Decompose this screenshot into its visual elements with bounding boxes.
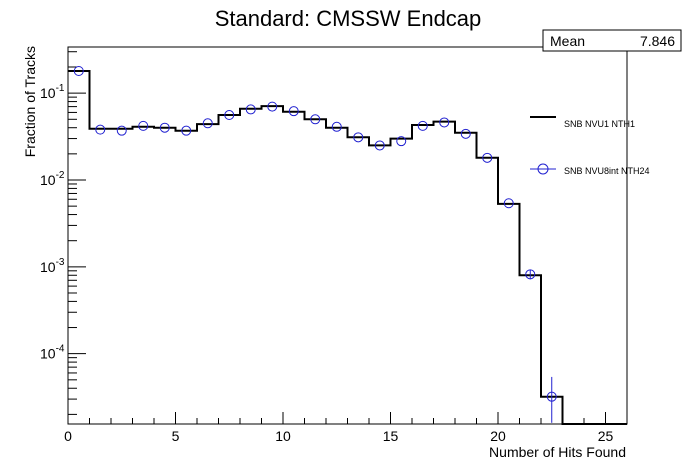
x-axis-ticks: 0 5 10 15 20 25 (64, 412, 628, 444)
y-tick-label: 10-2 (40, 170, 65, 188)
data-point-marker (546, 391, 557, 402)
data-point-marker (138, 120, 149, 131)
data-point-marker (95, 124, 106, 135)
data-point-marker (417, 120, 428, 131)
x-tick-label: 10 (275, 428, 291, 444)
y-axis-ticks: 10-1 10-2 10-3 10-4 (40, 51, 86, 415)
plot-area-border (67, 46, 628, 425)
y-tick-label: 10-4 (40, 344, 65, 362)
legend-marker-swatch (537, 163, 549, 175)
x-tick-label: 0 (64, 428, 72, 444)
data-point-marker (503, 198, 514, 209)
data-point-marker (73, 65, 84, 76)
data-point-marker (181, 125, 192, 136)
data-point-marker (460, 128, 471, 139)
data-point-marker (202, 118, 213, 129)
data-point-marker (525, 269, 536, 280)
x-tick-label: 25 (598, 428, 614, 444)
x-tick-label: 15 (383, 428, 399, 444)
legend-label-series-1: SNB NVU1 NTH1 (564, 119, 635, 129)
data-point-marker (482, 152, 493, 163)
data-point-marker (224, 110, 235, 121)
data-point-marker (374, 140, 385, 151)
y-axis-label: Fraction of Tracks (22, 46, 38, 157)
stats-box-frame (542, 29, 682, 52)
x-tick-label: 5 (172, 428, 180, 444)
histogram-series (68, 70, 627, 425)
plot-frame (67, 46, 628, 425)
x-tick-label: 20 (490, 428, 506, 444)
data-point-marker (353, 132, 364, 143)
y-tick-label: 10-3 (40, 257, 65, 275)
stats-box: Mean 7.846 (542, 29, 682, 52)
stats-mean-label: Mean (550, 33, 585, 49)
stats-mean-value: 7.846 (640, 33, 675, 49)
data-point-marker (116, 125, 127, 136)
data-point-marker (331, 121, 342, 132)
data-point-marker (267, 101, 278, 112)
data-point-marker (439, 117, 450, 128)
y-tick-label: 10-1 (40, 83, 65, 101)
legend-label-series-2: SNB NVU8int NTH24 (564, 166, 650, 176)
histogram-outline (68, 70, 627, 425)
legend: SNB NVU1 NTH1 SNB NVU8int NTH24 (530, 116, 650, 176)
data-point-marker (310, 114, 321, 125)
x-axis-label: Number of Hits Found (489, 444, 626, 460)
chart-title: Standard: CMSSW Endcap (215, 6, 482, 31)
data-point-marker (396, 136, 407, 147)
data-point-marker (159, 122, 170, 133)
data-point-marker (288, 106, 299, 117)
marker-series (73, 65, 557, 423)
data-point-marker (245, 104, 256, 115)
